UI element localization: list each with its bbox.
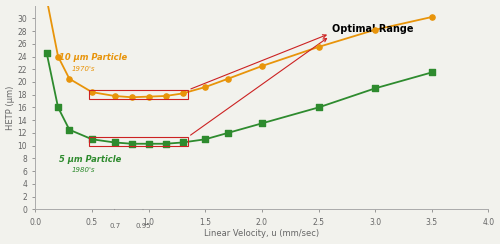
Text: 0.7: 0.7 [109,223,120,229]
Point [224,77,232,81]
Point [224,131,232,135]
Point [428,15,436,19]
Point [202,85,209,89]
Y-axis label: HETP (µm): HETP (µm) [6,85,15,130]
Point [66,128,74,132]
Point [178,141,186,144]
Point [162,142,170,146]
Point [428,71,436,74]
Point [110,94,118,98]
Point [128,142,136,146]
Text: 1980's: 1980's [72,167,95,173]
Point [202,137,209,141]
Point [42,0,50,1]
Point [110,141,118,144]
Point [54,55,62,59]
Point [88,137,96,141]
Text: 5 µm Particle: 5 µm Particle [59,154,122,163]
Point [128,95,136,99]
Point [162,94,170,98]
Point [258,122,266,125]
Point [144,142,152,146]
Point [371,28,379,32]
Point [42,51,50,55]
X-axis label: Linear Velocity, u (mm/sec): Linear Velocity, u (mm/sec) [204,229,320,238]
Point [314,105,322,109]
Point [314,45,322,49]
Bar [88,90,188,100]
Point [371,86,379,90]
Point [54,105,62,109]
Text: Optimal Range: Optimal Range [332,24,413,34]
Text: 10 µm Particle: 10 µm Particle [59,53,128,62]
Point [88,90,96,94]
Text: 0.95: 0.95 [135,223,151,229]
Point [144,95,152,99]
Text: 1970's: 1970's [72,65,95,71]
Point [178,92,186,95]
Point [258,64,266,68]
Point [66,77,74,81]
Bar [88,137,188,146]
